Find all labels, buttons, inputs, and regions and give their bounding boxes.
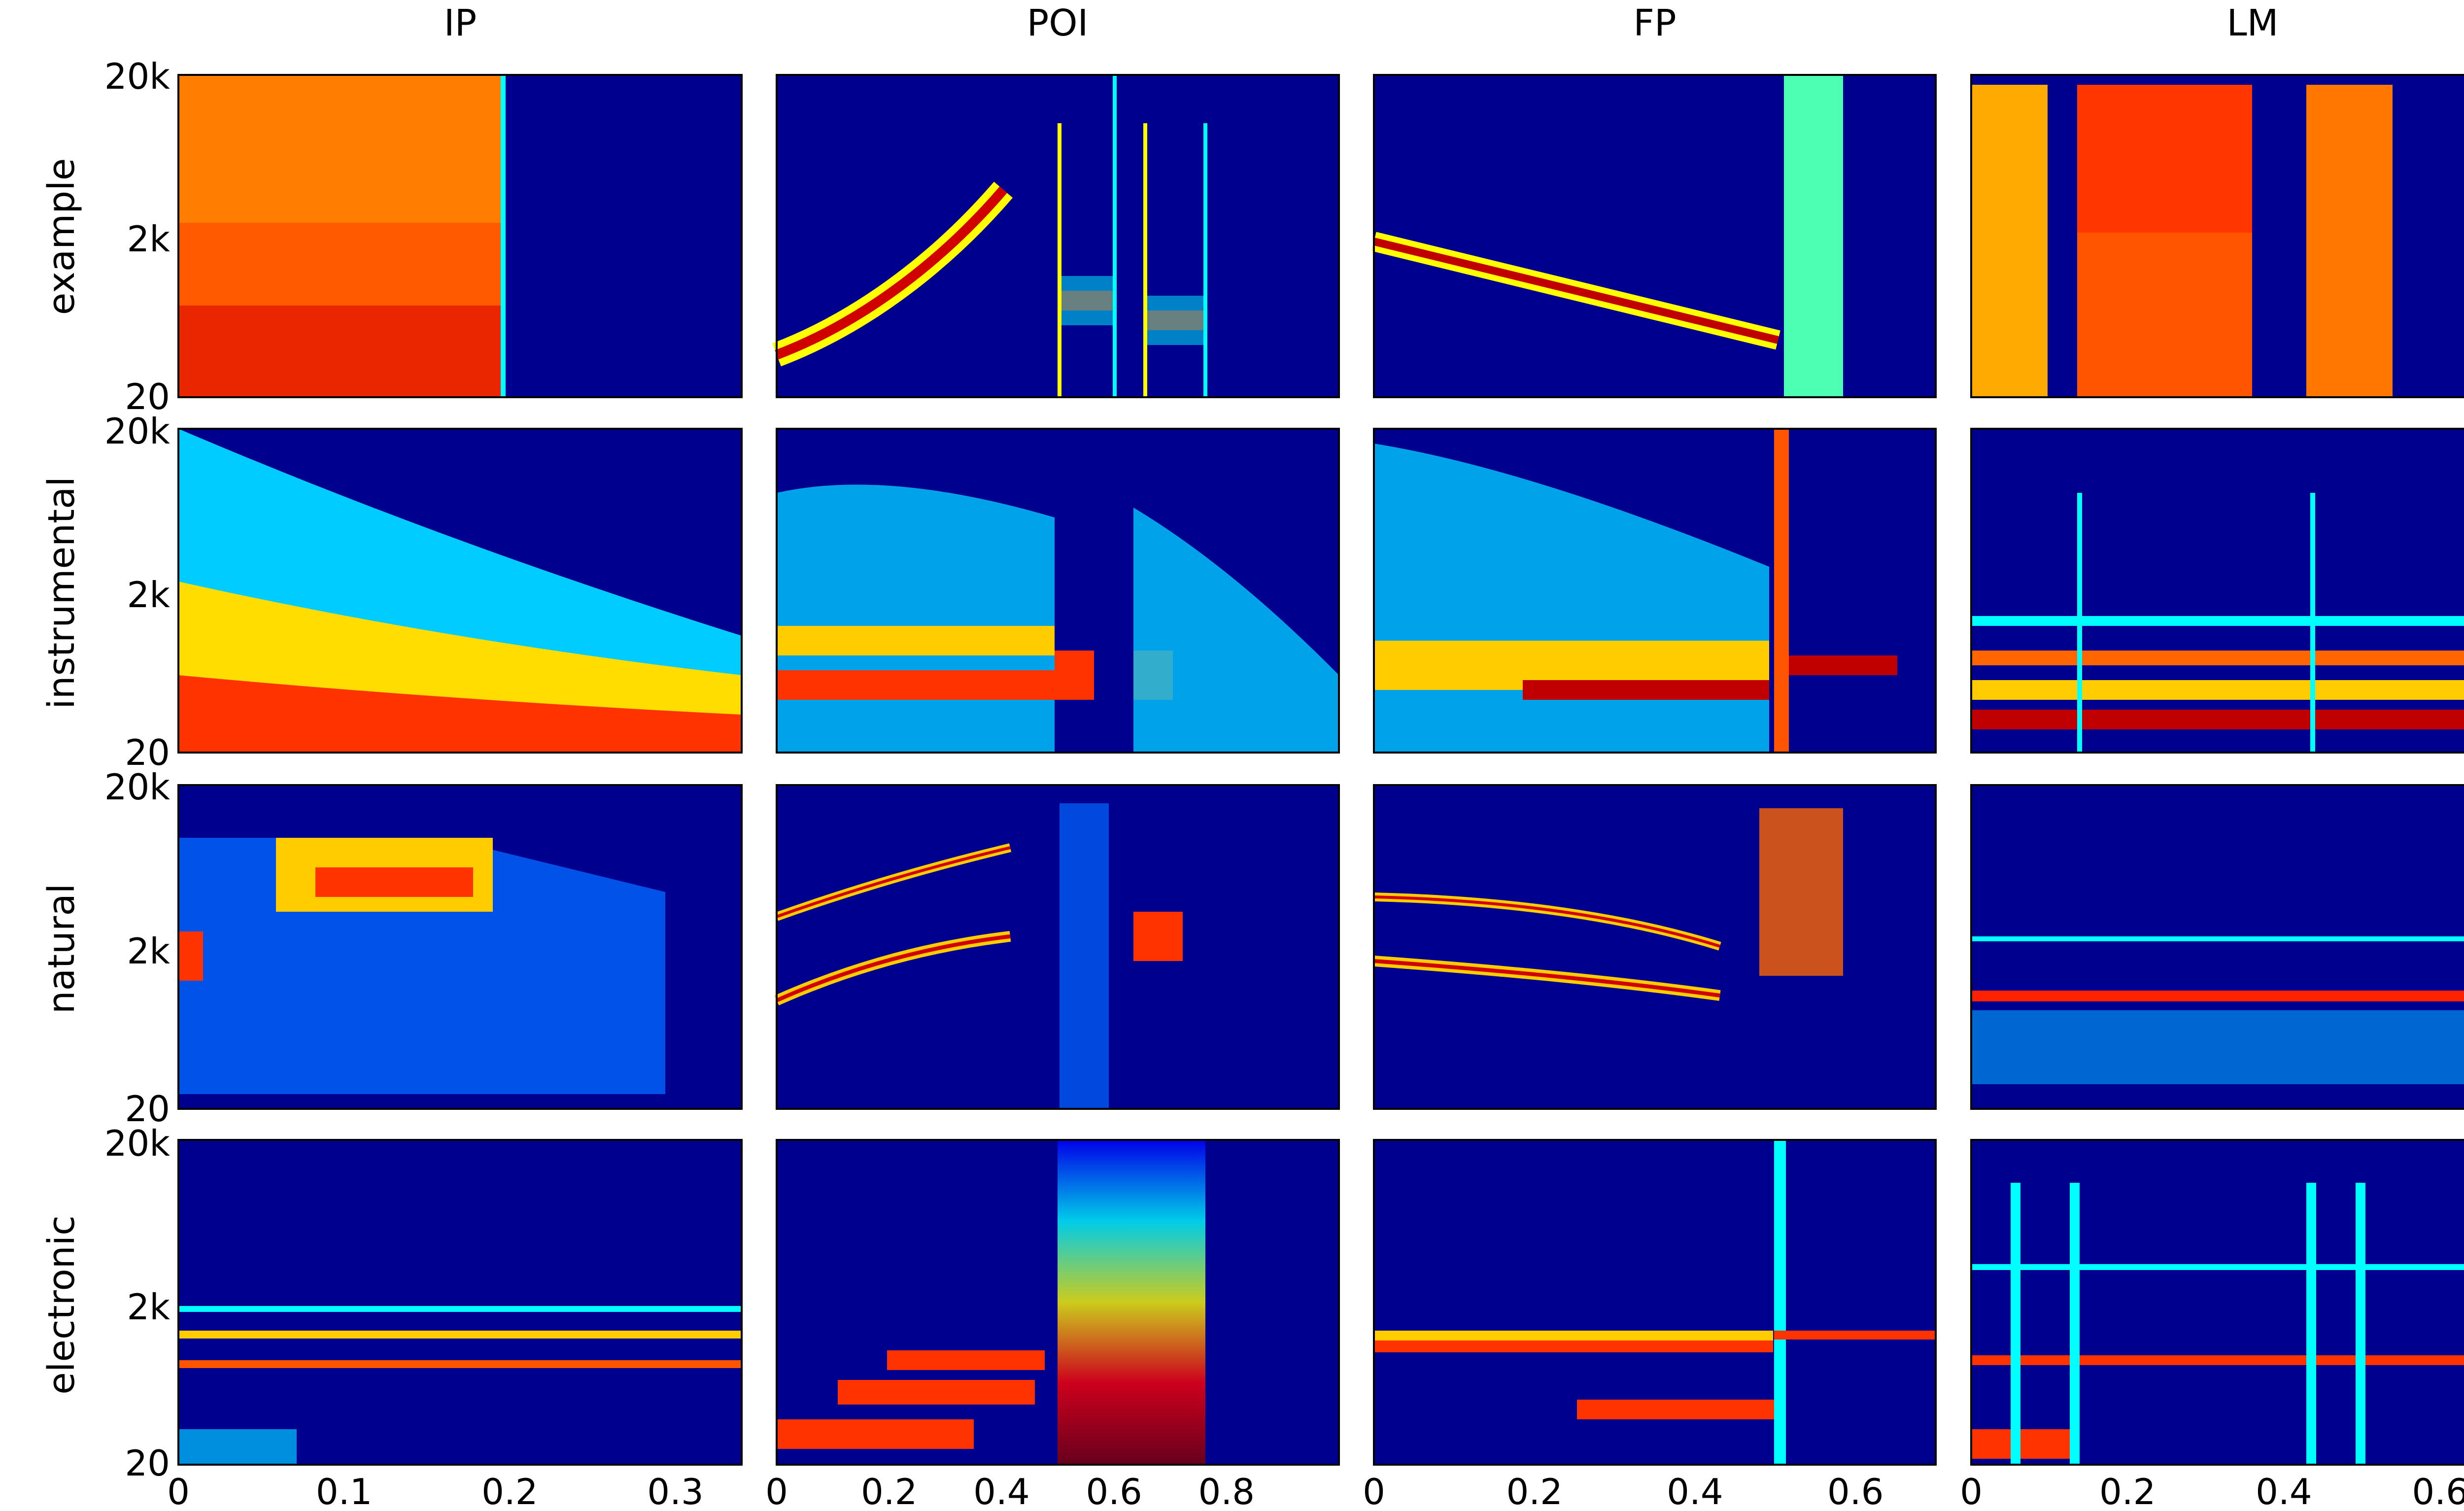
y-tick-20k: 20k bbox=[104, 411, 171, 452]
panel-natural-lm bbox=[1970, 784, 2464, 1110]
row-label-electronic: electronic bbox=[40, 1215, 83, 1395]
panel-electronic-lm bbox=[1970, 1139, 2464, 1466]
column-title-ip: IP bbox=[444, 2, 477, 44]
x-tick-poi-2: 0.4 bbox=[973, 1471, 1030, 1511]
y-tick-2k: 2k bbox=[127, 218, 170, 260]
x-tick-fp-3: 0.6 bbox=[1827, 1471, 1884, 1511]
row-label-example: example bbox=[40, 158, 83, 315]
y-ticks-row-3: 20k 2k 20 bbox=[104, 766, 171, 1130]
panel-instrumental-ip bbox=[177, 428, 743, 754]
x-tick-ip-3: 0.3 bbox=[647, 1471, 704, 1511]
panel-example-fp bbox=[1371, 74, 1937, 398]
x-tick-lm-3: 0.6 bbox=[2412, 1471, 2464, 1511]
y-tick-20k: 20k bbox=[104, 1123, 171, 1164]
x-tick-fp-2: 0.4 bbox=[1667, 1471, 1723, 1511]
y-ticks-row-2: 20k 2k 20 bbox=[104, 411, 171, 773]
row-label-natural: natural bbox=[40, 884, 83, 1014]
y-tick-2k: 2k bbox=[127, 574, 170, 616]
x-tick-lm-2: 0.4 bbox=[2256, 1471, 2312, 1511]
x-tick-ip-1: 0.1 bbox=[316, 1471, 373, 1511]
x-tick-ip-2: 0.2 bbox=[481, 1471, 538, 1511]
y-tick-20: 20 bbox=[125, 1442, 170, 1484]
panel-natural-ip bbox=[177, 784, 743, 1110]
y-tick-20: 20 bbox=[125, 1088, 170, 1130]
x-tick-lm-1: 0.2 bbox=[2099, 1471, 2156, 1511]
y-tick-2k: 2k bbox=[127, 1286, 170, 1328]
column-title-lm: LM bbox=[2226, 2, 2278, 44]
panel-electronic-fp bbox=[1373, 1139, 1937, 1466]
panel-electronic-poi bbox=[776, 1139, 1340, 1466]
column-title-fp: FP bbox=[1633, 2, 1676, 44]
y-tick-20: 20 bbox=[125, 376, 170, 417]
panel-natural-fp bbox=[1373, 784, 1937, 1110]
y-tick-20k: 20k bbox=[104, 56, 171, 97]
x-tick-fp-1: 0.2 bbox=[1506, 1471, 1563, 1511]
panel-instrumental-fp bbox=[1373, 428, 1937, 754]
x-tick-poi-0: 0 bbox=[765, 1471, 788, 1511]
column-title-poi: POI bbox=[1027, 2, 1089, 44]
panel-instrumental-lm bbox=[1970, 428, 2464, 754]
y-tick-2k: 2k bbox=[127, 930, 170, 972]
y-tick-20: 20 bbox=[125, 732, 170, 773]
panel-instrumental-poi bbox=[776, 428, 1340, 754]
x-tick-ip-0: 0 bbox=[167, 1471, 190, 1511]
x-tick-labels: 0 0.1 0.2 0.3 0 0.2 0.4 0.6 0.8 0 0.2 0.4 0.6 0 0.2 0.4… bbox=[167, 1471, 2464, 1511]
panel-example-poi bbox=[772, 74, 1340, 398]
panel-example-lm bbox=[1970, 74, 2464, 398]
x-tick-poi-3: 0.6 bbox=[1086, 1471, 1142, 1511]
x-tick-poi-1: 0.2 bbox=[861, 1471, 918, 1511]
x-tick-poi-4: 0.8 bbox=[1198, 1471, 1255, 1511]
y-tick-20k: 20k bbox=[104, 766, 171, 808]
row-label-instrumental: instrumental bbox=[40, 477, 83, 709]
x-tick-lm-0: 0 bbox=[1960, 1471, 1983, 1511]
x-tick-fp-0: 0 bbox=[1363, 1471, 1385, 1511]
panel-natural-poi bbox=[774, 784, 1340, 1110]
panel-electronic-ip bbox=[177, 1139, 743, 1466]
y-ticks-row-1: 20k 2k 20 bbox=[104, 56, 171, 417]
y-ticks-row-4: 20k 2k 20 bbox=[104, 1123, 171, 1484]
panel-example-ip bbox=[177, 74, 743, 398]
